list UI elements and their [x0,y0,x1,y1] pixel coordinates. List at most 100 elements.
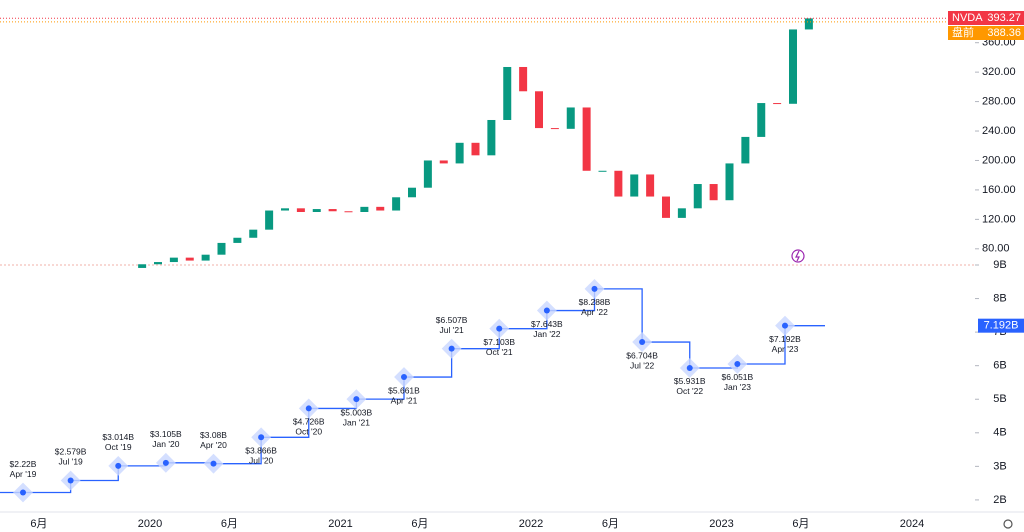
value-label: $6.051B [722,372,754,382]
point[interactable] [448,345,455,352]
x-tick-label: 2023 [709,518,733,530]
y-tick-label: 9B [993,259,1006,271]
x-tick-label: 2020 [138,518,162,530]
candle-body [265,210,274,230]
period-label: Oct '20 [295,427,322,437]
period-label: Apr '21 [391,395,418,405]
price-tag-value: 388.36 [987,27,1021,39]
candle-body [376,206,385,211]
candle-body [550,128,559,130]
candle-body [677,208,686,218]
point[interactable] [67,477,74,484]
period-label: Jan '20 [152,439,179,449]
x-tick-label: 6月 [602,518,619,530]
price-tag-box [948,26,1024,40]
point[interactable] [210,460,217,467]
value-label: $3.866B [245,446,277,456]
price-tag-box [948,11,1024,25]
current-tag-box [978,318,1024,333]
value-label: $3.08B [200,430,227,440]
period-label: Oct '19 [105,442,132,452]
candle-body [233,237,242,243]
candle-body [630,174,639,197]
point[interactable] [591,285,598,292]
value-label: $7.643B [531,319,563,329]
point[interactable] [162,459,169,466]
period-label: Apr '20 [200,440,227,450]
value-label: $5.003B [341,407,373,417]
candle-body [662,196,670,218]
candle-body [709,184,718,201]
y-tick-label: 6B [993,360,1006,372]
value-label: $7.103B [483,337,515,347]
value-label: $8.288B [579,297,611,307]
candle-body [487,119,496,156]
y-tick-label: 3B [993,460,1006,472]
candle-body [169,257,178,263]
value-label: $5.661B [388,385,420,395]
point[interactable] [782,322,788,329]
candle-body [614,170,623,197]
point[interactable] [20,489,26,496]
period-label: Oct '22 [676,386,703,396]
period-label: Jul '20 [249,456,274,466]
candle-body [566,107,575,129]
candle-body [757,103,766,137]
event-icon[interactable] [791,249,805,263]
candle-body [471,142,480,156]
value-label: $6.704B [626,350,658,360]
point[interactable] [639,339,646,346]
candle-body [773,103,782,105]
x-tick-label: 6月 [30,518,47,530]
candle-body [249,229,258,238]
x-tick-label: 2024 [900,518,924,530]
y-tick-label: 8B [993,292,1006,304]
y-tick-label: 4B [993,427,1006,439]
candle-body [741,136,750,164]
point[interactable] [686,364,693,371]
event-icon-bolt [795,250,800,262]
y-tick-label: 160.00 [982,184,1016,196]
period-label: Apr '22 [581,307,608,317]
candle-body [201,254,210,261]
settings-icon[interactable] [1003,519,1013,529]
point[interactable] [305,405,312,412]
candle-body [519,66,528,92]
candle-body [408,187,416,198]
x-tick-label: 6月 [411,518,428,530]
point[interactable] [401,374,407,381]
value-label: $3.105B [150,429,182,439]
candle-body [804,18,813,30]
value-label: $2.22B [10,459,37,469]
candle-body [582,107,591,171]
current-tag-label: 7.192B [984,320,1019,332]
x-tick-label: 2021 [328,518,352,530]
value-label: $6.507B [436,315,468,325]
candle-body [455,142,464,164]
y-tick-label: 80.00 [982,243,1010,255]
point[interactable] [496,325,503,332]
point[interactable] [115,462,122,469]
point[interactable] [353,396,360,403]
candle-body [138,264,147,268]
candle-body [154,262,162,265]
candle-body [503,66,512,120]
candle-body [789,29,797,104]
point[interactable] [543,307,550,314]
y-tick-label: 2B [993,494,1006,506]
candle-body [439,160,448,164]
value-label: $2.579B [55,447,87,457]
price-tag-value: 393.27 [987,12,1021,24]
point[interactable] [258,434,265,441]
candle-body [296,208,305,212]
candle-body [693,184,702,209]
candle-body [344,211,353,213]
y-tick-label: 5B [993,393,1006,405]
point[interactable] [734,360,741,367]
value-label: $5.931B [674,376,706,386]
candle-body [725,163,734,201]
value-label: $4.726B [293,417,325,427]
period-label: Jan '21 [343,417,370,427]
candle-body [423,160,432,188]
